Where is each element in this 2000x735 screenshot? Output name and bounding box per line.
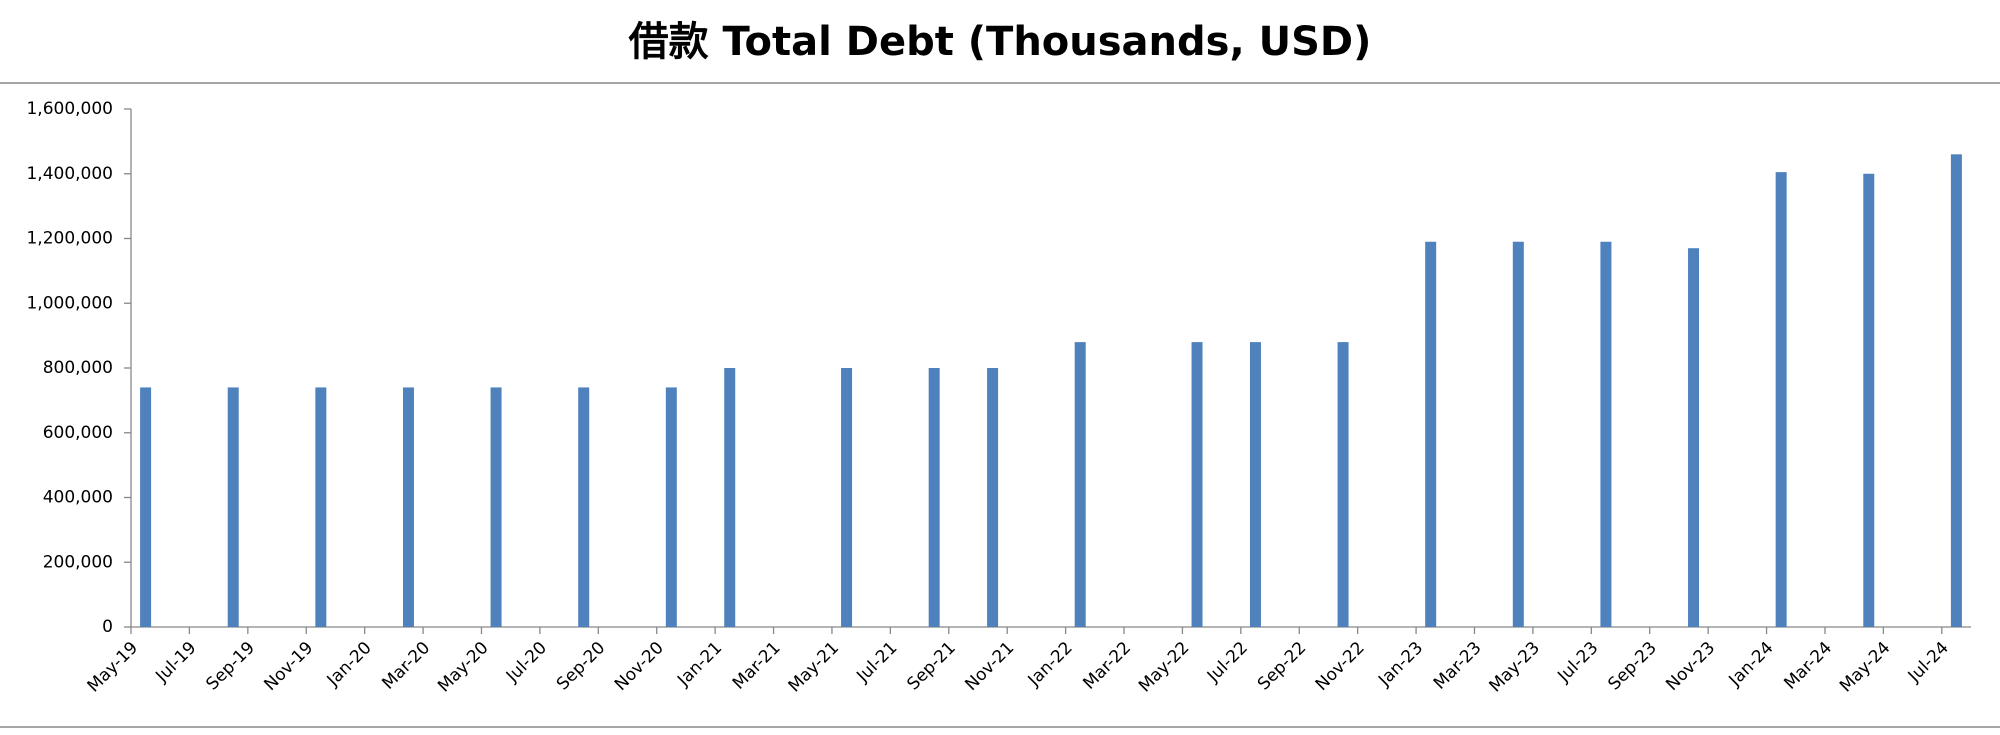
bar — [1688, 248, 1700, 627]
bar — [315, 387, 327, 627]
y-tick-label: 0 — [102, 617, 113, 637]
bar — [1425, 241, 1437, 628]
x-tick-label: Sep-22 — [1254, 638, 1310, 694]
y-tick-label: 1,200,000 — [26, 229, 113, 249]
x-tick-label: May-24 — [1836, 638, 1894, 696]
x-tick-label: Jul-24 — [1904, 638, 1953, 687]
x-tick-label: Sep-23 — [1604, 638, 1660, 694]
x-tick-label: Nov-21 — [961, 638, 1018, 695]
x-tick-label: May-20 — [434, 638, 492, 696]
bar — [1074, 342, 1086, 627]
x-tick-label: Mar-22 — [1079, 638, 1135, 694]
bar — [1600, 241, 1612, 628]
y-tick-label: 200,000 — [43, 552, 113, 572]
bar — [1950, 154, 1962, 627]
x-tick-label: Jul-22 — [1203, 638, 1252, 687]
y-tick-label: 1,400,000 — [26, 164, 113, 184]
x-tick-label: Sep-19 — [202, 638, 258, 694]
bar — [1775, 172, 1787, 627]
x-tick-label: Jan-20 — [323, 638, 376, 691]
x-tick-label: Jul-19 — [151, 638, 200, 687]
x-tick-label: May-19 — [84, 638, 142, 696]
x-tick-label: May-23 — [1486, 638, 1544, 696]
x-tick-label: Mar-20 — [378, 638, 434, 694]
x-tick-label: Sep-21 — [903, 638, 959, 694]
y-tick-label: 600,000 — [43, 423, 113, 443]
y-tick-label: 1,600,000 — [26, 99, 113, 119]
x-tick-label: Mar-24 — [1780, 638, 1836, 694]
x-tick-label: Jul-23 — [1553, 638, 1602, 687]
x-tick-label: Nov-20 — [611, 638, 668, 695]
bar — [1863, 173, 1875, 627]
x-tick-label: Nov-22 — [1312, 638, 1369, 695]
x-tick-label: Nov-23 — [1662, 638, 1719, 695]
bar — [578, 387, 590, 627]
x-tick-label: Jan-21 — [673, 638, 726, 691]
bar — [841, 368, 853, 627]
bar — [1512, 241, 1524, 628]
bar — [724, 368, 736, 627]
x-tick-label: May-22 — [1135, 638, 1193, 696]
bar — [402, 387, 414, 627]
bar — [140, 387, 152, 627]
bar — [928, 368, 940, 627]
y-tick-label: 800,000 — [43, 358, 113, 378]
x-tick-label: Jan-22 — [1024, 638, 1077, 691]
y-tick-label: 400,000 — [43, 488, 113, 508]
bar — [227, 387, 239, 627]
x-tick-label: Jan-23 — [1374, 638, 1427, 691]
x-tick-label: Sep-20 — [553, 638, 609, 694]
x-tick-label: Mar-21 — [729, 638, 785, 694]
x-tick-label: Mar-23 — [1430, 638, 1486, 694]
bar — [1337, 342, 1349, 627]
x-tick-label: Nov-19 — [260, 638, 317, 695]
bar — [987, 368, 999, 627]
y-tick-label: 1,000,000 — [26, 293, 113, 313]
bar — [1249, 342, 1261, 627]
chart-title: 借款 Total Debt (Thousands, USD) — [628, 19, 1372, 65]
bar — [665, 387, 677, 627]
x-tick-label: Jan-24 — [1725, 638, 1778, 691]
x-tick-label: Jul-20 — [502, 638, 551, 687]
bar — [490, 387, 502, 627]
x-tick-label: May-21 — [785, 638, 843, 696]
x-tick-label: Jul-21 — [852, 638, 901, 687]
bar — [1191, 342, 1203, 627]
